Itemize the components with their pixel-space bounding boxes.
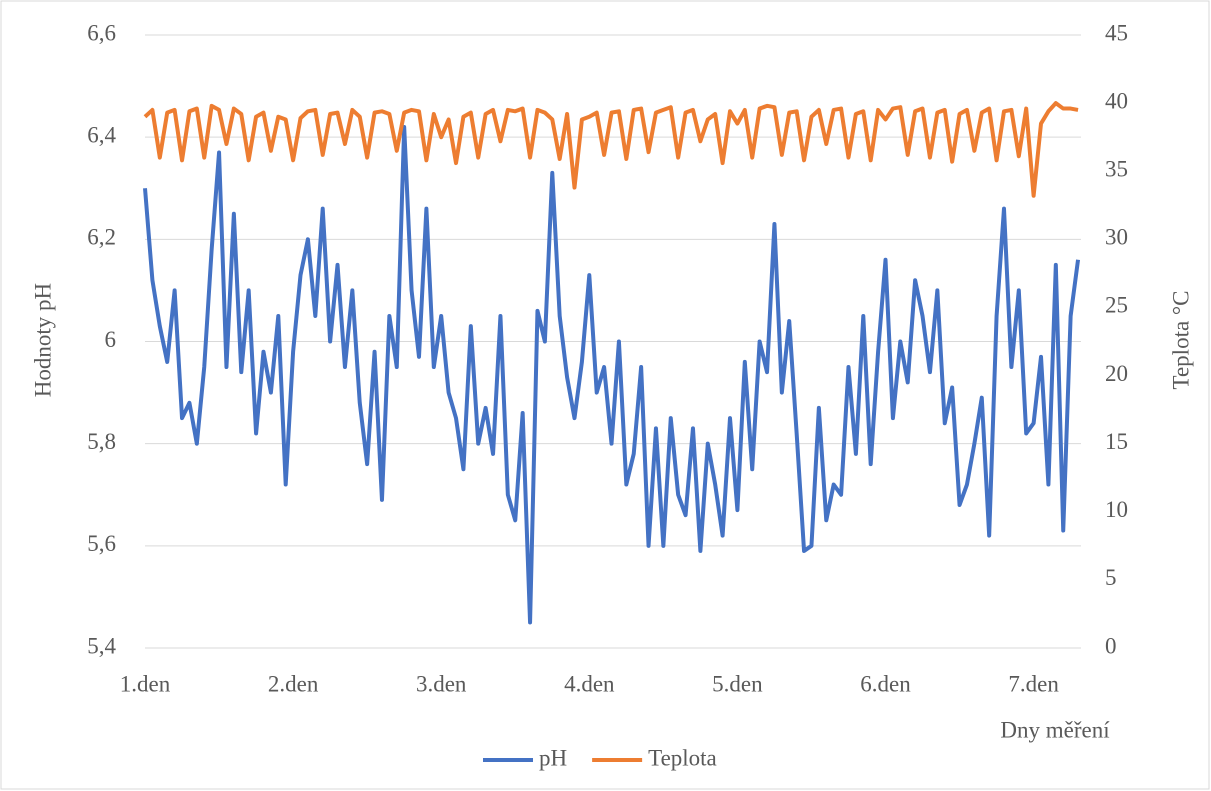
y2-tick-label: 35: [1105, 157, 1128, 182]
y2-tick-label: 20: [1105, 361, 1128, 386]
y-tick-label: 6,4: [87, 122, 116, 147]
y-axis-title: Hodnoty pH: [30, 283, 55, 397]
legend-label: pH: [539, 745, 567, 770]
y2-tick-label: 30: [1105, 225, 1128, 250]
x-tick-label: 1.den: [120, 671, 171, 696]
y-tick-label: 6,6: [87, 20, 116, 45]
data-line: [143, 124, 1081, 625]
y-tick-label: 6,2: [87, 225, 116, 250]
x-tick-label: 4.den: [564, 671, 615, 696]
y2-tick-label: 45: [1105, 20, 1128, 45]
x-tick-label: 6.den: [860, 671, 911, 696]
y-tick-label: 5,6: [87, 531, 116, 556]
y2-tick-label: 10: [1105, 497, 1128, 522]
y-tick-label: 5,8: [87, 429, 116, 454]
x-tick-label: 7.den: [1008, 671, 1059, 696]
y-tick-label: 6: [105, 327, 117, 352]
y2-tick-label: 5: [1105, 565, 1117, 590]
y-tick-label: 5,4: [87, 633, 116, 658]
y2-tick-label: 0: [1105, 633, 1117, 658]
x-tick-label: 2.den: [268, 671, 319, 696]
legend-label: Teplota: [648, 745, 717, 770]
y2-tick-label: 15: [1105, 429, 1128, 454]
x-tick-label: 3.den: [416, 671, 467, 696]
x-axis-title: Dny měření: [1000, 717, 1110, 742]
data-line: [143, 101, 1079, 198]
y2-tick-label: 25: [1105, 293, 1128, 318]
y2-axis-title: Teplota °C: [1168, 291, 1193, 390]
y2-tick-label: 40: [1105, 88, 1128, 113]
x-tick-label: 5.den: [712, 671, 763, 696]
